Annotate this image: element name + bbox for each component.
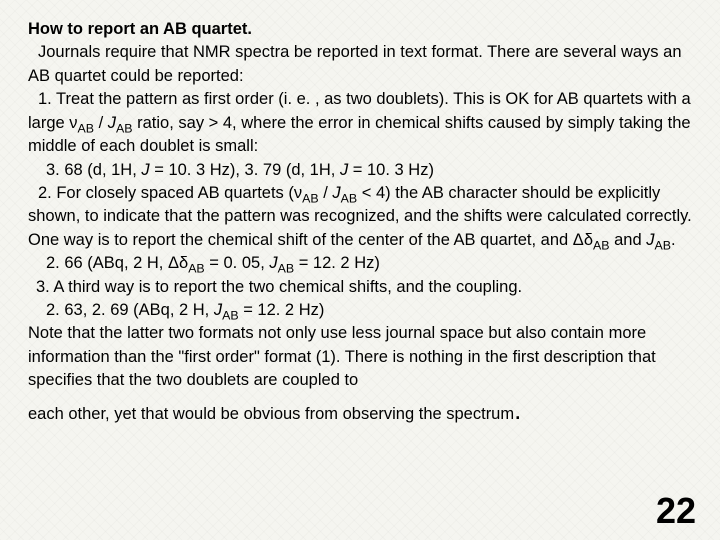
item-2: 2. For closely spaced AB quartets (νAB /… — [28, 182, 692, 252]
example-2: 2. 66 (ABq, 2 H, ΔδAB = 0. 05, JAB = 12.… — [28, 252, 692, 275]
title: How to report an AB quartet. — [28, 18, 692, 41]
example-3: 2. 63, 2. 69 (ABq, 2 H, JAB = 12. 2 Hz) — [28, 299, 692, 322]
item-3: 3. A third way is to report the two chem… — [28, 276, 692, 299]
paragraph-intro: Journals require that NMR spectra be rep… — [28, 41, 692, 88]
page-number: 22 — [656, 490, 696, 532]
note-paragraph: Note that the latter two formats not onl… — [28, 322, 692, 392]
item-1: 1. Treat the pattern as first order (i. … — [28, 88, 692, 158]
document-body: How to report an AB quartet. Journals re… — [28, 18, 692, 426]
example-1: 3. 68 (d, 1H, J = 10. 3 Hz), 3. 79 (d, 1… — [28, 159, 692, 182]
last-line: each other, yet that would be obvious fr… — [28, 403, 692, 426]
